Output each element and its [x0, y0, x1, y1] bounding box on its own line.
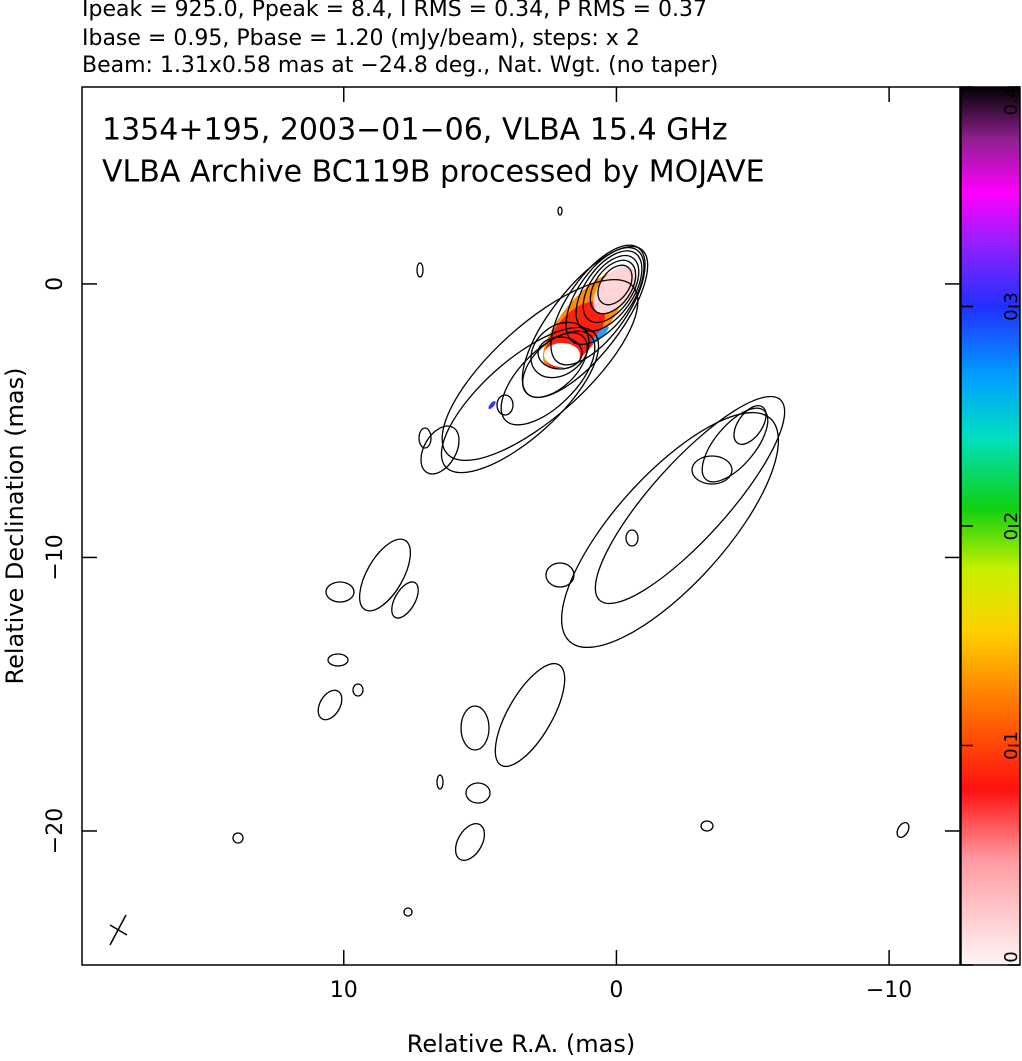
map-title: VLBA Archive BC119B processed by MOJAVE [102, 155, 765, 190]
contours [232, 206, 910, 917]
polarization-image [488, 266, 637, 410]
header-line: Ibase = 0.95, Pbase = 1.20 (mJy/beam), s… [82, 26, 640, 51]
header-line: Ipeak = 925.0, Ppeak = 8.4, I RMS = 0.34… [82, 0, 707, 22]
colorbar-tick-label: 0.1 [1001, 731, 1022, 760]
colorbar-tick-label: 0.2 [1001, 512, 1022, 541]
x-tick-label: −10 [866, 978, 912, 1003]
plot-frame [81, 86, 961, 966]
x-tick-label: 10 [330, 978, 358, 1003]
y-tick-label: −10 [43, 534, 68, 580]
x-axis-label: Relative R.A. (mas) [407, 1030, 635, 1058]
colorbar-tick-label: 0.3 [1001, 292, 1022, 321]
colorbar-tick-label: 0.4 [1001, 87, 1022, 116]
y-tick-label: −20 [43, 808, 68, 854]
x-tick-label: 0 [609, 978, 623, 1003]
map [109, 206, 910, 946]
y-axis-label: Relative Declination (mas) [1, 367, 29, 684]
header-line: Beam: 1.31x0.58 mas at −24.8 deg., Nat. … [82, 53, 718, 78]
y-tick-label: 0 [43, 277, 68, 291]
colorbar-tick-label: 0 [1001, 951, 1022, 962]
map-title: 1354+195, 2003−01−06, VLBA 15.4 GHz [102, 113, 728, 148]
beam-minor [109, 924, 128, 936]
